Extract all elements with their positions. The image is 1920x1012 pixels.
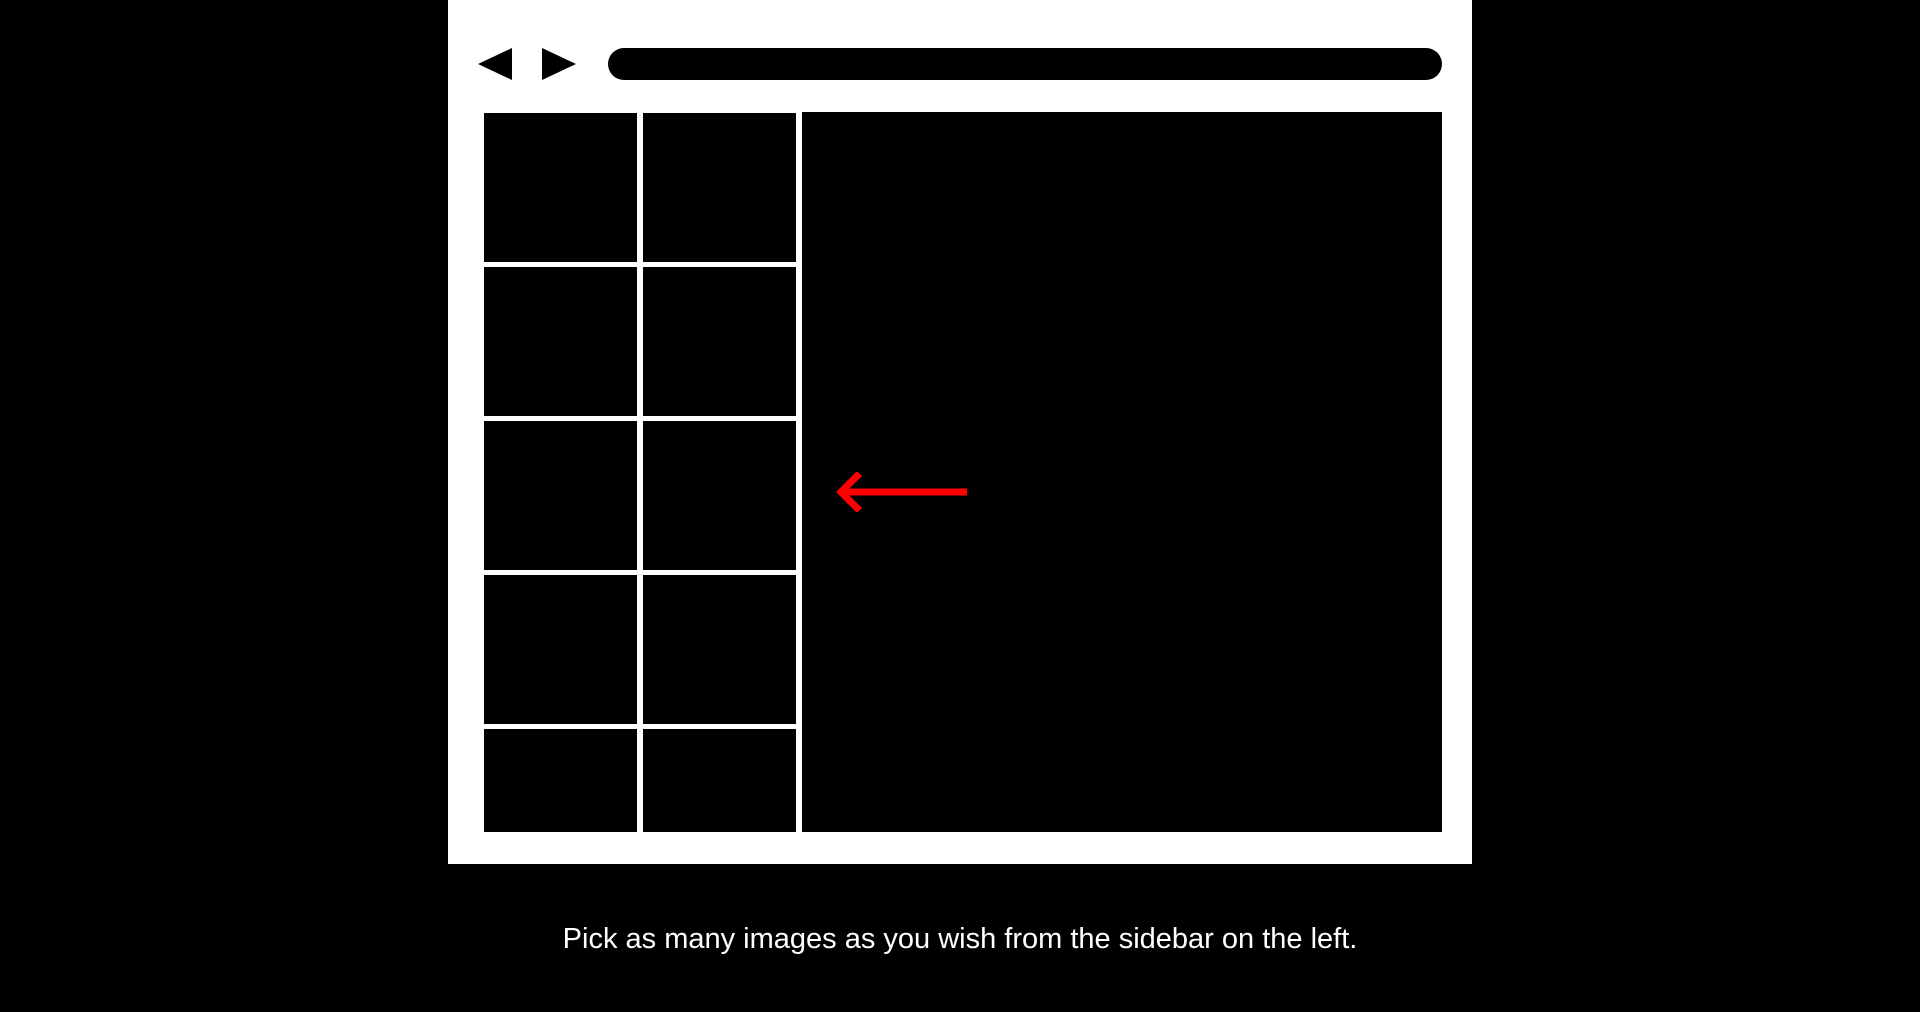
sidebar-thumbnail[interactable] — [643, 267, 796, 416]
sidebar-thumbnail[interactable] — [484, 575, 637, 724]
browser-window — [448, 0, 1472, 864]
sidebar-thumbnail[interactable] — [643, 113, 796, 262]
image-sidebar — [484, 113, 797, 832]
back-button[interactable] — [478, 48, 512, 80]
sidebar-thumbnail[interactable] — [484, 267, 637, 416]
arrow-left-icon — [835, 472, 969, 512]
left-triangle-icon — [478, 48, 512, 80]
sidebar-thumbnail[interactable] — [643, 575, 796, 724]
sidebar-thumbnail[interactable] — [484, 113, 637, 262]
address-bar[interactable] — [608, 48, 1442, 80]
right-triangle-icon — [542, 48, 576, 80]
instruction-caption: Pick as many images as you wish from the… — [562, 923, 1358, 955]
sidebar-thumbnail[interactable] — [643, 729, 796, 832]
sidebar-thumbnail[interactable] — [484, 421, 637, 570]
forward-button[interactable] — [542, 48, 576, 80]
sidebar-thumbnail[interactable] — [643, 421, 796, 570]
main-content-area — [802, 112, 1442, 832]
sidebar-thumbnail[interactable] — [484, 729, 637, 832]
